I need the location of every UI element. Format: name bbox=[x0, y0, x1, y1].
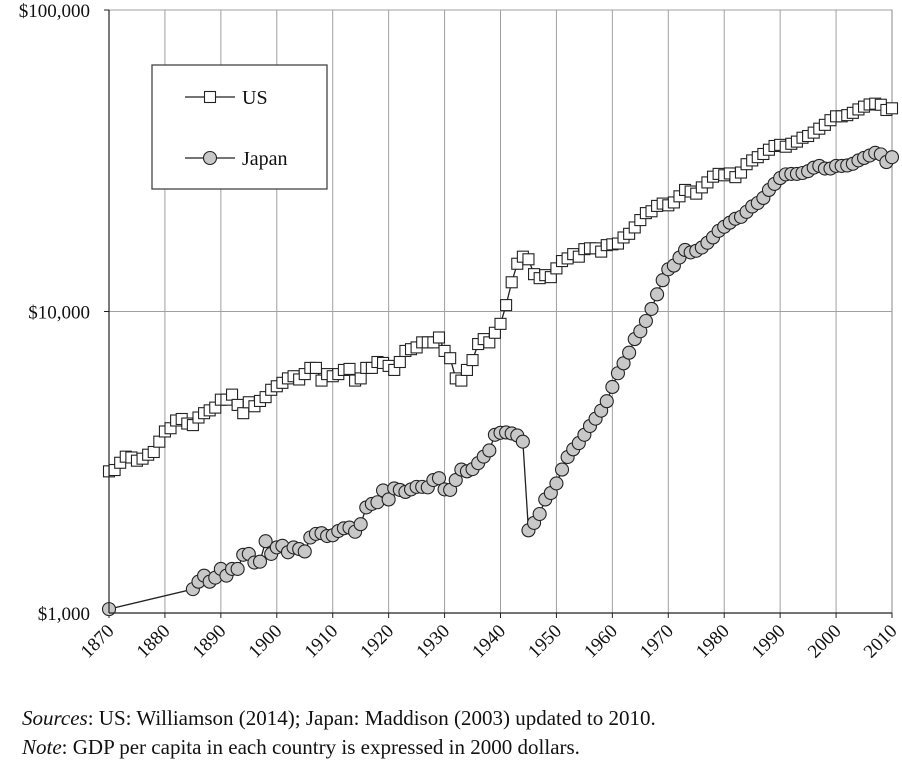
legend-marker-japan bbox=[202, 150, 218, 166]
data-point-us bbox=[237, 407, 250, 420]
y-tick-label: $100,000 bbox=[19, 1, 90, 22]
legend-box bbox=[151, 64, 328, 190]
data-point-us bbox=[455, 374, 468, 387]
data-point-japan bbox=[258, 534, 273, 549]
data-point-japan bbox=[297, 544, 312, 559]
x-tick-label: 1870 bbox=[77, 621, 119, 663]
data-point-us bbox=[147, 445, 160, 459]
x-tick-label: 2000 bbox=[804, 621, 846, 663]
x-tick-label: 1910 bbox=[301, 621, 343, 663]
x-tick-label: 1990 bbox=[748, 621, 790, 663]
data-point-japan bbox=[554, 462, 570, 477]
note-line: Note: GDP per capita in each country is … bbox=[22, 733, 892, 762]
legend: US Japan bbox=[151, 64, 328, 190]
x-axis-ticks: 1870 1880 1890 1900 1910 1920 1930 1940 1950 1960… bbox=[77, 613, 902, 662]
legend-label-japan: Japan bbox=[242, 148, 288, 170]
data-point-japan bbox=[515, 434, 530, 449]
sources-label: Sources bbox=[22, 706, 88, 730]
data-point-us bbox=[885, 102, 899, 115]
x-tick-label: 1980 bbox=[692, 621, 734, 663]
data-point-japan bbox=[549, 476, 564, 491]
data-point-us bbox=[466, 354, 479, 367]
data-point-us bbox=[153, 435, 166, 448]
data-point-japan bbox=[482, 443, 497, 458]
data-point-us bbox=[393, 355, 406, 369]
note-text: : GDP per capita in each country is expr… bbox=[61, 735, 580, 759]
sources-text: : US: Williamson (2014); Japan: Maddison… bbox=[87, 706, 656, 730]
legend-label-us: US bbox=[242, 87, 268, 109]
y-axis-ticks: $1,000 $10,000 $100,000 bbox=[19, 1, 109, 625]
series-japan bbox=[101, 145, 900, 617]
data-point-us bbox=[225, 388, 239, 401]
line-chart: $1,000 $10,000 $100,000 1870 1880 1890 1900 19… bbox=[19, 1, 902, 662]
legend-marker-us bbox=[203, 90, 217, 104]
data-point-japan bbox=[638, 313, 653, 329]
data-point-japan bbox=[599, 394, 614, 409]
data-point-us bbox=[494, 317, 507, 330]
sources-line: Sources: US: Williamson (2014); Japan: M… bbox=[22, 704, 892, 733]
data-point-us bbox=[354, 372, 367, 385]
x-tick-label: 1890 bbox=[189, 621, 231, 663]
data-point-japan bbox=[605, 379, 620, 395]
x-tick-label: 1880 bbox=[133, 621, 175, 663]
x-tick-label: 1930 bbox=[412, 621, 454, 663]
data-point-japan bbox=[532, 506, 547, 522]
data-point-japan bbox=[252, 554, 268, 569]
x-tick-label: 1960 bbox=[580, 621, 622, 663]
data-point-japan bbox=[650, 287, 665, 302]
data-point-japan bbox=[884, 150, 900, 165]
data-point-us bbox=[500, 299, 513, 312]
data-point-us bbox=[522, 253, 535, 266]
data-point-japan bbox=[353, 517, 368, 532]
series-layer bbox=[101, 97, 900, 617]
x-tick-label: 2010 bbox=[860, 621, 902, 663]
data-point-japan bbox=[381, 492, 396, 507]
data-point-us bbox=[505, 276, 518, 289]
note-label: Note bbox=[22, 735, 62, 759]
data-point-us bbox=[444, 352, 457, 365]
data-point-japan bbox=[644, 301, 659, 316]
x-tick-label: 1950 bbox=[524, 621, 566, 663]
data-point-japan bbox=[622, 345, 637, 360]
x-tick-label: 1920 bbox=[356, 621, 398, 663]
x-tick-label: 1970 bbox=[636, 621, 678, 663]
y-tick-label: $1,000 bbox=[38, 604, 90, 625]
data-point-japan bbox=[431, 471, 447, 486]
data-point-us bbox=[432, 331, 446, 344]
data-point-us bbox=[309, 361, 322, 374]
data-point-us bbox=[343, 362, 356, 375]
x-tick-label: 1900 bbox=[245, 621, 287, 663]
series-us bbox=[102, 97, 899, 478]
data-point-japan bbox=[655, 273, 670, 288]
x-tick-label: 1940 bbox=[468, 621, 510, 663]
chart-notes: Sources: US: Williamson (2014); Japan: M… bbox=[22, 704, 892, 762]
y-tick-label: $10,000 bbox=[28, 303, 90, 324]
data-point-japan bbox=[230, 561, 245, 576]
